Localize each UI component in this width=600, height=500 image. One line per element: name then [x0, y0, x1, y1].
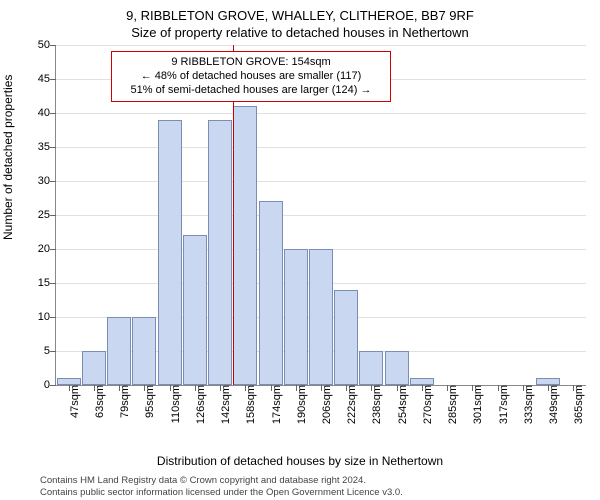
y-axis-label: Number of detached properties	[1, 75, 15, 240]
x-tick-label: 47sqm	[69, 385, 81, 418]
y-tick-label: 15	[24, 277, 50, 289]
callout-line2: ← 48% of detached houses are smaller (11…	[118, 70, 384, 84]
histogram-bar	[57, 378, 81, 385]
y-tick	[50, 113, 56, 114]
y-tick	[50, 45, 56, 46]
x-tick-label: 63sqm	[94, 385, 106, 418]
x-tick-label: 95sqm	[144, 385, 156, 418]
histogram-bar	[259, 201, 283, 385]
x-axis-label: Distribution of detached houses by size …	[0, 454, 600, 468]
histogram-bar	[410, 378, 434, 385]
footnote: Contains HM Land Registry data © Crown c…	[40, 475, 580, 498]
x-tick-label: 365sqm	[573, 385, 585, 424]
histogram-bar	[334, 290, 358, 385]
chart-container: 9, RIBBLETON GROVE, WHALLEY, CLITHEROE, …	[0, 0, 600, 500]
histogram-bar	[82, 351, 106, 385]
footnote-line2: Contains public sector information licen…	[40, 487, 403, 498]
chart-title-desc: Size of property relative to detached ho…	[0, 25, 600, 40]
x-tick-label: 222sqm	[346, 385, 358, 424]
histogram-bar	[385, 351, 409, 385]
y-tick	[50, 283, 56, 284]
callout-line3: 51% of semi-detached houses are larger (…	[118, 84, 384, 98]
x-tick-label: 158sqm	[245, 385, 257, 424]
footnote-line1: Contains HM Land Registry data © Crown c…	[40, 475, 366, 486]
y-tick	[50, 351, 56, 352]
histogram-bar	[208, 120, 232, 385]
x-tick-label: 206sqm	[321, 385, 333, 424]
callout-line1: 9 RIBBLETON GROVE: 154sqm	[118, 56, 384, 70]
x-tick-label: 317sqm	[498, 385, 510, 424]
histogram-bar	[132, 317, 156, 385]
y-tick	[50, 385, 56, 386]
x-tick-label: 110sqm	[170, 385, 182, 423]
y-tick-label: 30	[24, 175, 50, 187]
y-tick-label: 45	[24, 73, 50, 85]
x-tick-label: 126sqm	[195, 385, 207, 424]
histogram-bar	[158, 120, 182, 385]
y-tick	[50, 147, 56, 148]
x-tick-label: 285sqm	[447, 385, 459, 424]
histogram-bar	[183, 235, 207, 385]
y-tick	[50, 79, 56, 80]
gridline	[56, 45, 586, 46]
x-tick-label: 142sqm	[220, 385, 232, 424]
marker-callout: 9 RIBBLETON GROVE: 154sqm ← 48% of detac…	[111, 51, 391, 102]
y-tick-label: 50	[24, 39, 50, 51]
x-tick-label: 174sqm	[271, 385, 283, 424]
gridline	[56, 147, 586, 148]
histogram-bar	[536, 378, 560, 385]
histogram-bar	[309, 249, 333, 385]
y-tick-label: 25	[24, 209, 50, 221]
x-tick-label: 238sqm	[371, 385, 383, 424]
y-tick-label: 40	[24, 107, 50, 119]
y-tick-label: 5	[24, 345, 50, 357]
gridline	[56, 215, 586, 216]
y-tick-label: 0	[24, 379, 50, 391]
y-tick-label: 20	[24, 243, 50, 255]
histogram-bar	[233, 106, 257, 385]
y-tick	[50, 181, 56, 182]
histogram-bar	[359, 351, 383, 385]
y-tick	[50, 215, 56, 216]
gridline	[56, 113, 586, 114]
y-tick	[50, 249, 56, 250]
x-tick-label: 301sqm	[472, 385, 484, 424]
y-tick	[50, 317, 56, 318]
x-tick-label: 349sqm	[548, 385, 560, 424]
x-tick-label: 333sqm	[523, 385, 535, 424]
histogram-bar	[107, 317, 131, 385]
gridline	[56, 181, 586, 182]
x-tick-label: 79sqm	[119, 385, 131, 418]
y-tick-label: 10	[24, 311, 50, 323]
y-tick-label: 35	[24, 141, 50, 153]
x-tick-label: 190sqm	[296, 385, 308, 424]
plot-area: 0510152025303540455047sqm63sqm79sqm95sqm…	[55, 45, 586, 386]
x-tick-label: 270sqm	[422, 385, 434, 424]
histogram-bar	[284, 249, 308, 385]
x-tick-label: 254sqm	[397, 385, 409, 424]
chart-title-address: 9, RIBBLETON GROVE, WHALLEY, CLITHEROE, …	[0, 8, 600, 23]
